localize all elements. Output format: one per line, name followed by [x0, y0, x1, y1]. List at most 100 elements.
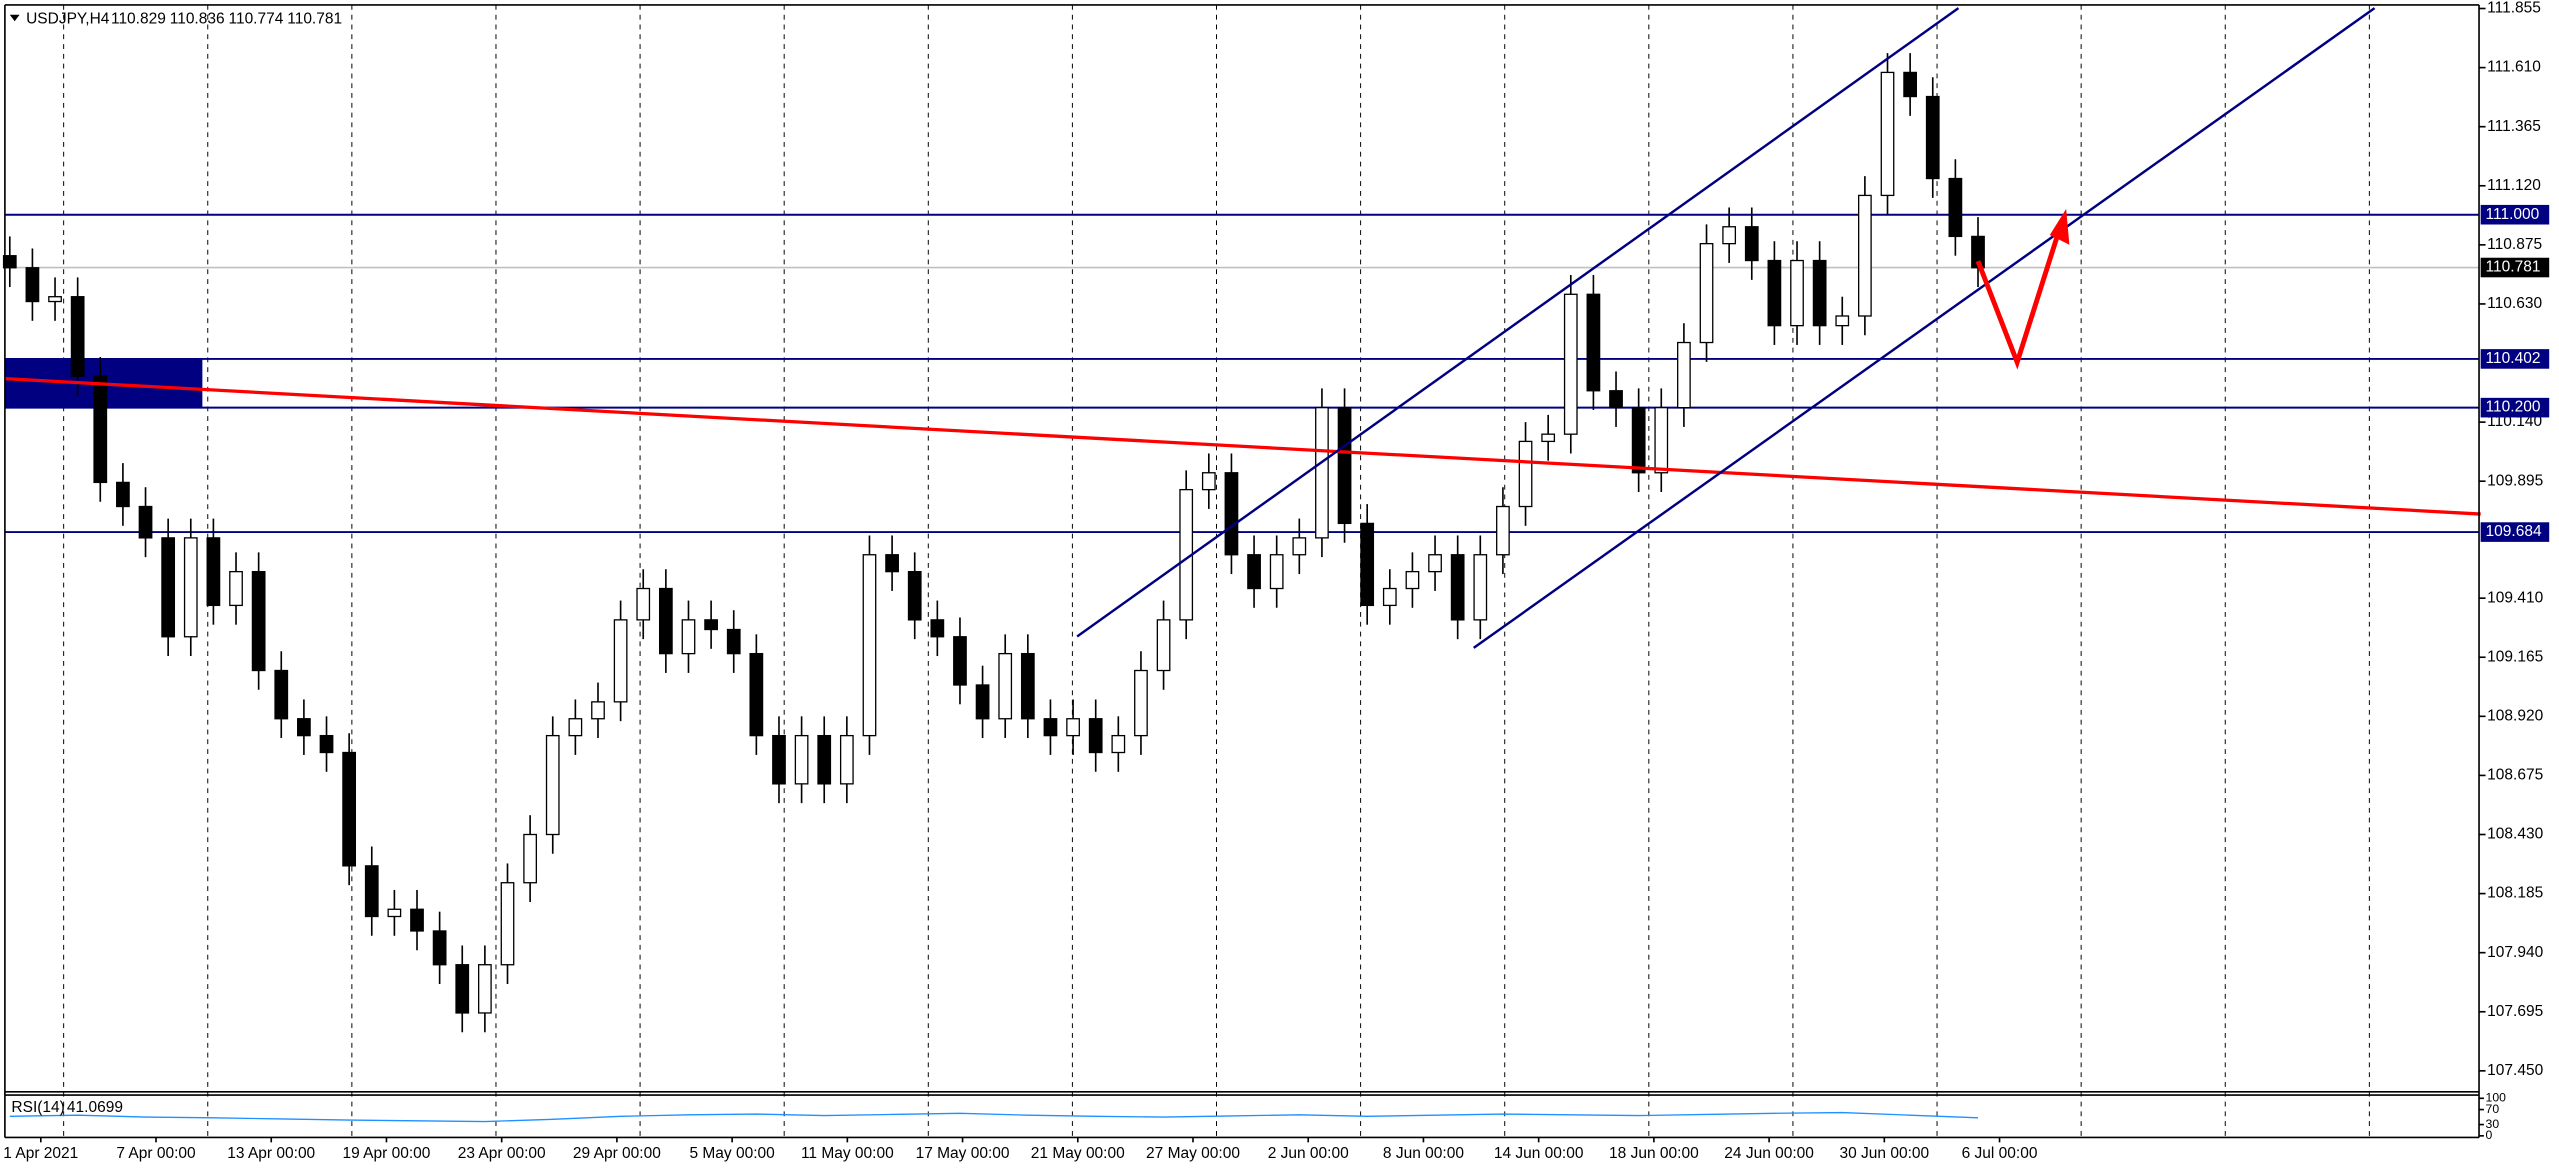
- y-tick-label: 110.630: [2487, 295, 2542, 312]
- candle-body: [1292, 537, 1307, 556]
- rsi-name: RSI(14): [11, 1099, 64, 1116]
- symbol: USDJPY,H4: [26, 11, 110, 28]
- rsi-tick-label: 70: [2486, 1102, 2500, 1116]
- candle-body: [274, 669, 289, 720]
- candle-body: [1043, 718, 1058, 737]
- current-price-label: 110.781: [2486, 259, 2541, 276]
- x-tick-label: 5 May 00:00: [689, 1145, 775, 1162]
- channel-line: [1473, 7, 2376, 649]
- quote-value: 110.829: [111, 11, 166, 28]
- candle-body: [545, 734, 560, 836]
- candle-body: [975, 684, 990, 720]
- candle-body: [907, 570, 922, 621]
- x-tick-label: 2 Jun 00:00: [1268, 1145, 1349, 1162]
- candle-body: [432, 930, 447, 966]
- level-label: 110.200: [2486, 399, 2541, 416]
- candle-body: [885, 554, 899, 573]
- y-tick-label: 111.365: [2487, 118, 2541, 135]
- x-tick-label: 23 Apr 00:00: [458, 1145, 546, 1162]
- y-tick-label: 110.875: [2487, 236, 2542, 253]
- y-tick-label: 108.430: [2487, 826, 2543, 843]
- level-label: 111.000: [2486, 206, 2540, 223]
- y-tick-label: 107.450: [2487, 1062, 2543, 1079]
- candle-body: [839, 734, 854, 785]
- candle-body: [1677, 341, 1691, 409]
- candle-body: [1247, 554, 1261, 590]
- axes: 111.855 111.610 111.365 111.120 110.875 110.6…: [3, 0, 2550, 1162]
- x-tick-label: 1 Apr 2021: [3, 1145, 78, 1162]
- x-tick-label: 29 Apr 00:00: [573, 1145, 661, 1162]
- candle-body: [930, 619, 945, 638]
- candle-body: [478, 964, 492, 1014]
- y-tick-label: 109.895: [2487, 472, 2543, 489]
- x-tick-label: 11 May 00:00: [801, 1145, 894, 1162]
- candle-body: [1767, 259, 1782, 327]
- y-tick-label: 108.675: [2487, 767, 2543, 784]
- candle-body: [726, 628, 741, 655]
- y-tick-label: 107.695: [2487, 1003, 2543, 1020]
- candle-body: [455, 964, 470, 1014]
- x-tick-label: 17 May 00:00: [916, 1145, 1010, 1162]
- rsi-tick-label: 100: [2486, 1091, 2507, 1105]
- level-box: [2480, 397, 2550, 418]
- y-tick-label: 108.185: [2487, 885, 2543, 902]
- candle-body: [138, 505, 153, 539]
- levels: [4, 213, 2480, 534]
- rsi-tick-label: 0: [2486, 1128, 2493, 1142]
- y-tick-label: 111.120: [2487, 177, 2541, 194]
- candle-body: [1835, 315, 1850, 327]
- quote: 110.829 110.836 110.774 110.781: [111, 11, 342, 28]
- level-label: 109.684: [2486, 523, 2542, 540]
- x-tick-label: 18 Jun 00:00: [1609, 1145, 1699, 1162]
- level-box: [2480, 349, 2550, 369]
- candle-body: [1925, 95, 1940, 180]
- grid: [63, 4, 2370, 1138]
- candle-body: [116, 481, 130, 508]
- candle-body: [1382, 587, 1397, 607]
- candle-body: [1066, 718, 1080, 737]
- level-box: [2480, 204, 2550, 225]
- candle-body: [229, 570, 243, 607]
- candle-body: [500, 882, 515, 966]
- candle-body: [1315, 406, 1329, 539]
- candle-body: [1269, 554, 1284, 590]
- candle-body: [1586, 293, 1601, 392]
- candle-body: [1880, 71, 1895, 197]
- candle-body: [1201, 472, 1216, 491]
- candle-body: [1224, 472, 1239, 556]
- candle-body: [1609, 390, 1623, 409]
- candle-body: [70, 296, 85, 377]
- x-tick-label: 13 Apr 00:00: [227, 1145, 315, 1162]
- candle-body: [1563, 293, 1578, 435]
- candle-body: [206, 537, 221, 607]
- candle-body: [1948, 177, 1963, 238]
- candle-body: [1337, 406, 1352, 525]
- candle-body: [794, 734, 809, 785]
- candle-body: [1473, 554, 1488, 621]
- candle-body: [1496, 505, 1510, 556]
- candle-body: [364, 865, 379, 918]
- y-tick-label: 110.140: [2487, 413, 2542, 430]
- candle-body: [387, 908, 402, 918]
- candle-body: [658, 587, 673, 655]
- x-tick-label: 6 Jul 00:00: [1962, 1145, 2038, 1162]
- candle-body: [161, 537, 176, 638]
- quote-value: 110.836: [170, 11, 225, 28]
- candle-body: [1020, 652, 1035, 720]
- candle-body: [183, 537, 198, 638]
- trend-line: [4, 376, 2481, 516]
- x-tick-label: 14 Jun 00:00: [1494, 1145, 1584, 1162]
- candle-body: [1903, 71, 1918, 98]
- y-tick-label: 111.610: [2487, 59, 2541, 76]
- x-tick-label: 30 Jun 00:00: [1840, 1145, 1930, 1162]
- candle-body: [1088, 718, 1103, 754]
- forecast-arrow: [1975, 222, 2064, 370]
- candle-body: [1744, 226, 1759, 262]
- candle-body: [1812, 259, 1827, 327]
- level-label: 110.402: [2486, 350, 2541, 367]
- candle-body: [568, 718, 583, 737]
- menu-triangle[interactable]: [9, 14, 20, 22]
- candle-body: [1428, 554, 1442, 573]
